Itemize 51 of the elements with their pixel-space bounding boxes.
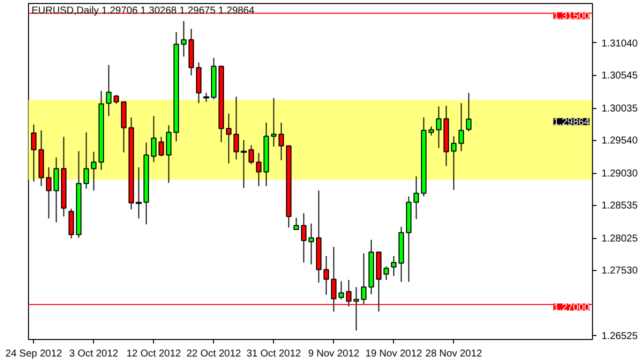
candlestick bbox=[414, 176, 419, 220]
candlestick bbox=[436, 106, 442, 148]
x-tick-label: 24 Sep 2012 bbox=[5, 348, 63, 360]
candlestick bbox=[106, 64, 112, 117]
candlestick bbox=[226, 113, 232, 164]
x-tick-label: 12 Oct 2012 bbox=[126, 348, 182, 360]
candlestick bbox=[451, 136, 456, 190]
y-tick-label: 1.26525 bbox=[602, 330, 638, 342]
candlestick bbox=[68, 208, 74, 240]
candlestick bbox=[234, 96, 239, 160]
y-tick-label: 1.28025 bbox=[602, 234, 638, 245]
candlestick bbox=[466, 92, 472, 132]
candlestick bbox=[46, 166, 52, 219]
candlestick bbox=[84, 132, 89, 190]
candlestick bbox=[31, 124, 36, 182]
candlestick bbox=[294, 217, 299, 230]
y-tick-label: 1.29030 bbox=[602, 168, 638, 180]
y-tick-label: 1.28535 bbox=[602, 200, 638, 212]
candlestick bbox=[384, 266, 389, 280]
candlestick bbox=[428, 126, 434, 136]
candlestick bbox=[338, 280, 344, 300]
candlestick bbox=[114, 94, 119, 104]
x-tick-label: 3 Oct 2012 bbox=[69, 348, 119, 360]
candlestick bbox=[271, 98, 276, 148]
x-tick-label: 22 Oct 2012 bbox=[186, 348, 242, 360]
ref-line-label: 1.27000 bbox=[553, 302, 590, 314]
ref-line-label: 1.31500 bbox=[553, 11, 590, 22]
x-tick-label: 9 Nov 2012 bbox=[308, 348, 360, 360]
x-tick-label: 31 Oct 2012 bbox=[246, 348, 302, 360]
x-tick-label: 19 Nov 2012 bbox=[365, 348, 423, 360]
y-tick-label: 1.30035 bbox=[602, 104, 638, 115]
y-tick-label: 1.30545 bbox=[602, 70, 638, 82]
candlestick bbox=[158, 136, 164, 157]
y-tick-label: 1.31040 bbox=[602, 38, 638, 50]
candlestick bbox=[308, 223, 314, 265]
candlestick bbox=[458, 102, 464, 152]
candlestick bbox=[181, 20, 186, 58]
candlestick bbox=[324, 255, 329, 296]
candlestick bbox=[256, 152, 262, 187]
candlestick bbox=[54, 157, 59, 223]
candlestick bbox=[91, 151, 96, 192]
candlestick bbox=[151, 116, 156, 163]
x-tick-label: 28 Nov 2012 bbox=[425, 348, 483, 360]
candlestick bbox=[361, 252, 366, 306]
candlestick bbox=[166, 124, 172, 184]
candlestick bbox=[391, 255, 396, 277]
candlestick bbox=[301, 212, 306, 263]
y-tick-label: 1.27530 bbox=[602, 266, 638, 277]
candlestick bbox=[278, 122, 284, 161]
candlestick bbox=[354, 286, 359, 331]
y-tick-label: 1.29540 bbox=[602, 136, 638, 147]
